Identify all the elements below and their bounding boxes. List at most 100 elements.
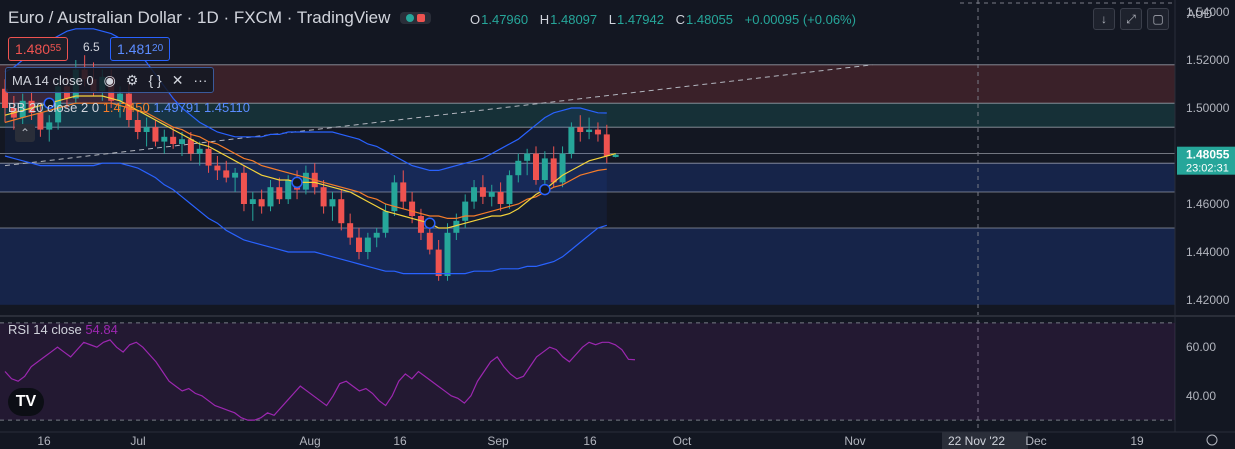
bb-upper-line xyxy=(4,28,607,171)
candle-body xyxy=(134,120,141,132)
candle-body xyxy=(515,160,522,176)
buy-price-sub: 20 xyxy=(152,43,164,54)
candle-body xyxy=(568,127,575,154)
price-zone xyxy=(0,163,1175,192)
download-icon[interactable]: ↓ xyxy=(1093,8,1115,30)
braces-icon[interactable]: { } xyxy=(148,72,162,88)
candle-body xyxy=(170,136,177,144)
candle-body xyxy=(594,129,601,135)
cross-marker xyxy=(424,217,436,229)
time-tick-label: Sep xyxy=(487,434,509,448)
candle-body xyxy=(417,216,424,233)
candle-body xyxy=(533,153,539,180)
candle-body xyxy=(356,237,362,252)
tradingview-logo-icon[interactable]: TV xyxy=(8,388,44,416)
candle-body xyxy=(364,237,371,252)
candle-body xyxy=(267,187,274,207)
low-value: 1.47942 xyxy=(617,12,664,27)
candle-body xyxy=(2,88,8,108)
price-axis xyxy=(1175,0,1235,449)
candle-body xyxy=(497,192,504,204)
time-tick-label: 22 Nov '22 xyxy=(948,434,1005,448)
candle-body xyxy=(541,158,548,180)
candle-body xyxy=(471,187,478,202)
candle-body xyxy=(453,220,460,233)
candle-body xyxy=(125,93,132,120)
price-zone xyxy=(0,228,1175,305)
market-flag-icon xyxy=(417,14,426,22)
ma-legend[interactable]: MA 14 close 0 ◉ ⚙ { } ✕ ··· xyxy=(5,67,215,93)
open-value: 1.47960 xyxy=(481,12,529,27)
time-tick-label: 19 xyxy=(1130,434,1144,448)
candle-body xyxy=(258,199,265,207)
bb-label: BB 20 close 2 0 xyxy=(8,100,100,115)
countdown-label: 23:02:31 xyxy=(1186,163,1229,175)
candle-body xyxy=(249,199,256,204)
settings-gear-icon[interactable] xyxy=(1206,434,1218,446)
maximize-icon[interactable]: ▢ xyxy=(1147,8,1169,30)
last-price-marker xyxy=(1177,146,1235,175)
rsi-legend[interactable]: RSI 14 close 54.84 xyxy=(8,322,118,337)
time-tick-label: 16 xyxy=(393,434,407,448)
rsi-band-fill xyxy=(0,322,1175,421)
time-tick-label: 16 xyxy=(37,434,51,448)
candle-body xyxy=(391,182,398,212)
candle-body xyxy=(603,134,610,156)
close-icon[interactable]: ✕ xyxy=(171,71,184,88)
cross-marker xyxy=(291,176,303,189)
rsi-line xyxy=(4,339,636,421)
candle-body xyxy=(462,201,469,221)
candle-body xyxy=(28,100,35,113)
symbol-exchange: FXCM xyxy=(233,8,282,27)
chart-header: Euro / Australian Dollar · 1D · FXCM · T… xyxy=(8,8,432,28)
candle-body xyxy=(285,180,292,200)
ma-label: MA 14 close 0 xyxy=(12,72,94,88)
more-icon[interactable]: ··· xyxy=(193,72,208,88)
candle-body xyxy=(444,232,451,276)
candle-body xyxy=(302,172,309,190)
buy-price-main: 1.481 xyxy=(117,41,153,57)
candle-body xyxy=(179,139,185,144)
price-tick-label: 1.44000 xyxy=(1186,245,1230,259)
market-status-toggle[interactable] xyxy=(400,12,432,24)
buy-button[interactable]: 1.48120 xyxy=(110,37,171,61)
high-value: 1.48097 xyxy=(550,12,598,27)
rsi-tick-label: 60.00 xyxy=(1186,340,1216,354)
chevron-up-icon[interactable]: ⌃ xyxy=(15,124,35,142)
price-tick-label: 1.54000 xyxy=(1186,5,1230,19)
candle-body xyxy=(143,127,150,132)
candle-body xyxy=(373,232,380,238)
candle-body xyxy=(559,153,566,183)
candle-body xyxy=(240,172,247,204)
bb-legend[interactable]: BB 20 close 2 0 1.47450 1.49791 1.45110 xyxy=(8,100,250,115)
bb-lower-line xyxy=(4,155,607,275)
sell-button[interactable]: 1.48055 xyxy=(8,37,69,61)
candle-body xyxy=(19,100,26,118)
candle-body xyxy=(400,182,407,202)
currency-label[interactable]: AUD xyxy=(1187,7,1213,21)
candle-body xyxy=(196,148,203,154)
change-value: +0.00095 (+0.06%) xyxy=(744,12,856,27)
time-tick-label: Nov xyxy=(844,434,865,448)
fullscreen-icon[interactable]: ⤢ xyxy=(1120,8,1142,30)
spread-value: 6.5 xyxy=(83,40,100,54)
open-label: O xyxy=(470,12,481,27)
symbol-source: TradingView xyxy=(296,8,391,27)
candle-body xyxy=(320,187,327,207)
candle-body xyxy=(152,127,159,142)
candle-body xyxy=(276,187,283,200)
candle-body xyxy=(223,170,230,178)
rsi-label: RSI 14 close xyxy=(8,322,82,337)
sell-price-sub: 55 xyxy=(50,43,62,54)
symbol-title[interactable]: Euro / Australian Dollar · 1D · FXCM · T… xyxy=(8,8,391,27)
gear-icon[interactable]: ⚙ xyxy=(125,71,139,88)
bb-basis-line xyxy=(4,102,607,219)
market-open-dot-icon xyxy=(406,14,415,22)
bb-lower-value: 1.45110 xyxy=(203,100,250,115)
time-tick-label: Jul xyxy=(130,434,145,448)
time-tick-label: 16 xyxy=(583,434,597,448)
close-label: C xyxy=(675,12,686,27)
high-label: H xyxy=(539,12,550,27)
eye-icon[interactable]: ◉ xyxy=(103,71,116,88)
